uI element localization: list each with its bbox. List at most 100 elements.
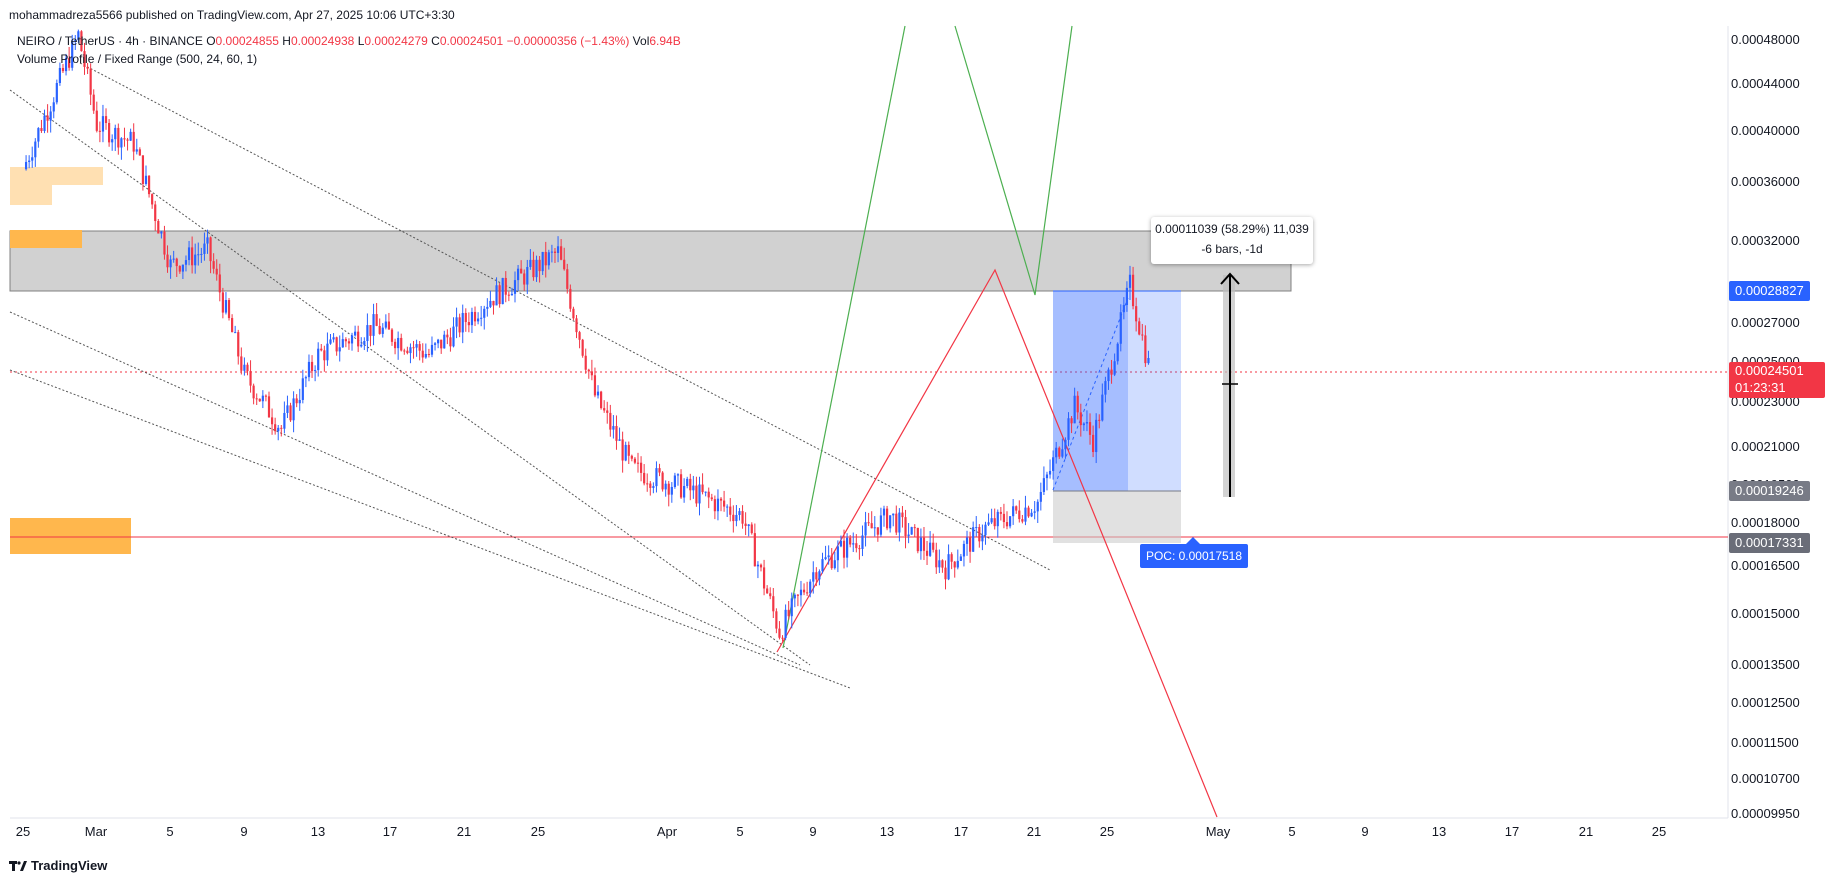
candle-body: [793, 594, 796, 599]
candle-body: [830, 555, 833, 569]
candle-body: [566, 269, 569, 289]
candle-body: [501, 277, 504, 305]
orange-zone-small[interactable]: [10, 185, 52, 205]
orange-zone-low[interactable]: [10, 518, 131, 554]
candle-body: [901, 512, 904, 518]
candle-body: [606, 410, 609, 413]
candle-body: [486, 306, 489, 309]
candle-body: [879, 515, 883, 535]
time-tick: 9: [1361, 824, 1369, 839]
candle-body: [354, 331, 357, 336]
poc-label: POC: 0.00017518: [1140, 544, 1248, 568]
candle-body: [227, 300, 231, 319]
candle-body: [1033, 511, 1036, 513]
candle-body: [218, 274, 221, 293]
candle-body: [1098, 419, 1101, 421]
candle-body: [264, 395, 268, 397]
candle-body: [596, 391, 600, 396]
candle-body: [744, 523, 747, 526]
open-label: O: [206, 34, 216, 48]
candle-body: [729, 506, 732, 515]
candle-body: [707, 491, 710, 498]
candle-body: [750, 524, 753, 534]
orange-zone-top[interactable]: [10, 167, 103, 185]
candle-body: [726, 506, 729, 508]
candle-body: [698, 484, 701, 504]
candle-body: [1128, 274, 1132, 288]
orange-zone-mid[interactable]: [10, 230, 82, 248]
candle-body: [1064, 439, 1067, 450]
candle-body: [895, 513, 898, 533]
volume-value: 6.94B: [649, 34, 681, 48]
candle-body: [735, 514, 738, 522]
candle-body: [200, 253, 203, 255]
candle-body: [114, 127, 117, 140]
candle-body: [203, 243, 206, 254]
candle-body: [809, 581, 812, 594]
candle-body: [569, 288, 572, 309]
candle-body: [101, 116, 105, 132]
candle-body: [55, 82, 58, 103]
red-projection[interactable]: [776, 268, 1218, 818]
candle-body: [83, 51, 86, 67]
low-label: L: [357, 34, 365, 48]
candle-body: [289, 405, 292, 421]
candle-body: [495, 285, 498, 306]
candle-body: [858, 548, 861, 550]
candle-body: [520, 268, 523, 274]
candle-body: [796, 594, 799, 596]
candle-body: [163, 231, 166, 255]
candle-body: [692, 485, 695, 491]
candle-body: [37, 128, 40, 142]
candle-body: [412, 347, 415, 349]
candle-body: [766, 588, 769, 594]
position-loss-zone[interactable]: [1053, 491, 1181, 543]
candle-body: [274, 424, 277, 432]
green-projection-2[interactable]: [954, 25, 1073, 296]
candle-body: [870, 523, 873, 529]
candle-body: [1104, 381, 1107, 395]
price-tick: 0.00044000: [1731, 76, 1800, 91]
symbol-name[interactable]: NEIRO / TetherUS · 4h · BINANCE: [17, 34, 203, 48]
candle-body: [781, 637, 784, 639]
candle-body: [984, 524, 987, 536]
candle-body: [470, 311, 474, 326]
candle-body: [1058, 447, 1061, 457]
candle-body: [132, 131, 135, 152]
candle-body: [1012, 506, 1015, 517]
candle-body: [126, 139, 129, 141]
candle-body: [1008, 516, 1012, 527]
tradingview-logo[interactable]: TradingView: [9, 858, 107, 873]
candle-body: [1039, 491, 1042, 502]
candle-body: [630, 455, 633, 459]
candle-body: [864, 522, 867, 536]
resistance-zone[interactable]: [9, 230, 1292, 292]
price-tick: 0.00016500: [1731, 558, 1800, 573]
candle-body: [1024, 507, 1027, 522]
candle-body: [329, 339, 332, 344]
candle-body: [587, 369, 590, 372]
candle-body: [538, 259, 541, 272]
candle-body: [240, 356, 243, 371]
candle-body: [1048, 470, 1052, 475]
candle-body: [64, 58, 68, 72]
time-tick: 21: [456, 824, 472, 839]
candle-body: [910, 527, 913, 535]
indicator-label[interactable]: Volume Profile / Fixed Range (500, 24, 6…: [17, 52, 258, 66]
green-projection[interactable]: [782, 25, 906, 649]
candle-body: [360, 344, 363, 347]
candle-body: [1122, 305, 1125, 313]
candle-body: [944, 567, 947, 580]
candle-body: [919, 537, 922, 552]
candle-body: [157, 221, 160, 234]
candle-body: [683, 486, 686, 498]
candle-body: [904, 517, 907, 537]
candle-body: [483, 308, 486, 318]
candle-body: [440, 339, 443, 349]
candle-body: [1141, 334, 1144, 336]
candle-body: [338, 347, 341, 352]
candle-body: [120, 138, 123, 148]
candle-body: [833, 560, 836, 569]
candle-body: [978, 527, 981, 542]
